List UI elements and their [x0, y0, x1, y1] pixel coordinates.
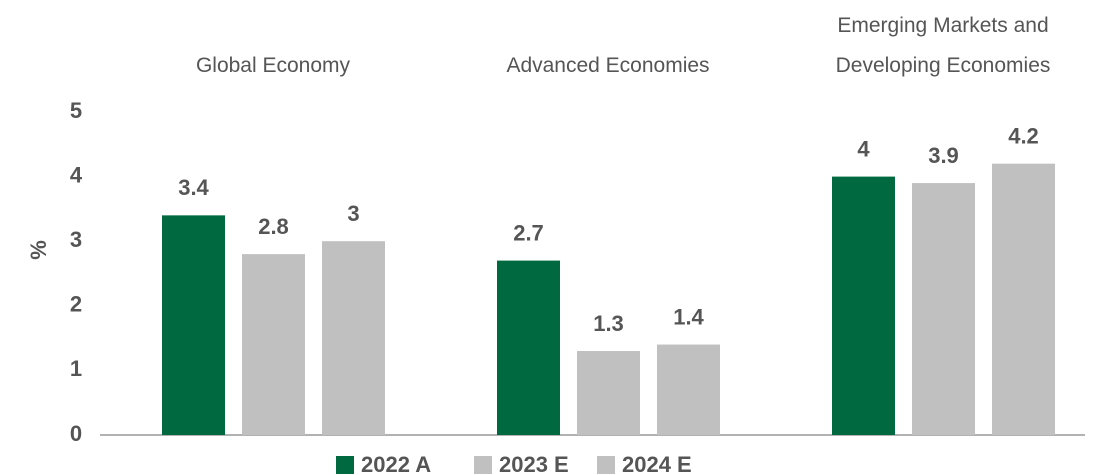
legend-label: 2022 A — [361, 452, 431, 475]
bar — [322, 241, 385, 435]
value-label: 4 — [857, 136, 870, 161]
legend-swatch — [336, 456, 354, 474]
y-tick-label: 4 — [70, 162, 83, 187]
y-tick-label: 3 — [70, 227, 82, 252]
category-label: Global Economy — [195, 54, 351, 77]
bar — [242, 254, 305, 435]
value-label: 4.2 — [1008, 123, 1039, 148]
y-tick-label: 5 — [70, 98, 82, 123]
value-label: 1.3 — [593, 311, 624, 336]
y-tick-label: 0 — [70, 421, 82, 446]
bar — [657, 344, 720, 435]
legend-label: 2023 E — [499, 452, 569, 475]
y-tick-label: 2 — [70, 292, 82, 317]
bar — [577, 351, 640, 435]
value-label: 2.7 — [513, 220, 544, 245]
legend-label: 2024 E — [622, 452, 692, 475]
bar — [832, 176, 895, 435]
legend-swatch — [597, 456, 615, 474]
bar — [992, 163, 1055, 435]
bar — [162, 215, 225, 435]
value-label: 2.8 — [258, 214, 289, 239]
bar — [497, 260, 560, 435]
y-tick-label: 1 — [70, 356, 82, 381]
y-axis-label: % — [26, 240, 51, 260]
category-label: Emerging Markets and Developing Economie… — [835, 14, 1051, 77]
bar — [912, 183, 975, 435]
legend-swatch — [474, 456, 492, 474]
value-label: 3.4 — [178, 175, 209, 200]
value-label: 3.9 — [928, 143, 959, 168]
category-label: Advanced Economies — [506, 54, 710, 77]
value-label: 1.4 — [673, 304, 704, 329]
value-label: 3 — [347, 201, 359, 226]
